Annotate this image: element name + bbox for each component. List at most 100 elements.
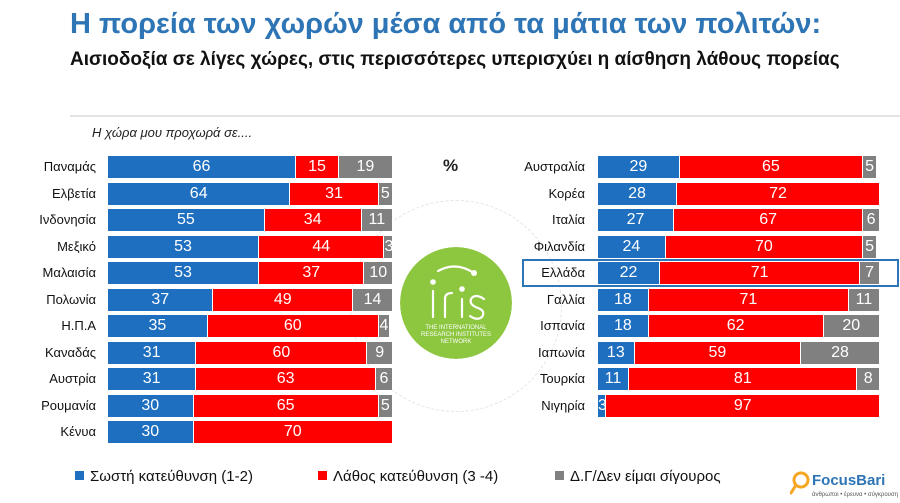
chart-row-left: Η.Π.Α 35 60 4 xyxy=(0,315,393,337)
chart-row-right: Ιταλία 27 67 6 xyxy=(510,209,880,231)
legend-swatch-dk xyxy=(555,471,564,480)
bar-segment-right: 31 xyxy=(108,368,197,390)
chart-row-left: Αυστρία 31 63 6 xyxy=(0,368,393,390)
country-label: Ιταλία xyxy=(552,212,585,227)
bar-segment-wrong: 70 xyxy=(193,421,393,443)
bar-segment-right: 35 xyxy=(108,315,208,337)
bar-segment-wrong: 37 xyxy=(259,262,365,284)
bar-segment-dk: 28 xyxy=(801,341,880,364)
country-label: Ισπανία xyxy=(540,318,585,333)
chart-row-left: Πολωνία 37 49 14 xyxy=(0,288,393,311)
stacked-bar: 11 81 8 xyxy=(598,368,880,390)
stacked-bar: 37 49 14 xyxy=(108,288,393,311)
stacked-bar: 27 67 6 xyxy=(598,209,880,231)
bar-segment-dk: 11 xyxy=(848,288,880,311)
chart-row-left: Ινδονησία 55 34 11 xyxy=(0,209,393,231)
bar-segment-right: 30 xyxy=(108,394,194,417)
bar-segment-wrong: 71 xyxy=(660,262,861,284)
stacked-bar: 53 37 10 xyxy=(108,262,393,284)
focusbari-logo: FocusBari άνθρωποι • έρευνα • σύγκρουση xyxy=(790,471,898,498)
bar-segment-dk: 10 xyxy=(364,262,393,284)
bar-segment-right: 13 xyxy=(598,341,635,364)
iris-logo: THE INTERNATIONAL RESEARCH INSTITUTES NE… xyxy=(400,247,512,359)
stacked-bar: 29 65 5 xyxy=(598,156,880,178)
country-label: Αυστραλία xyxy=(524,159,585,174)
legend-label-wrong: Λάθος κατεύθυνση (3 -4) xyxy=(333,468,499,485)
stacked-bar: 30 65 5 xyxy=(108,394,393,417)
legend-label-right: Σωστή κατεύθυνση (1-2) xyxy=(90,468,253,485)
chart-row-left: Μεξικό 53 44 3 xyxy=(0,235,393,258)
bar-segment-wrong: 62 xyxy=(648,315,824,337)
bar-segment-wrong: 60 xyxy=(207,315,379,337)
chart-row-left: Παναμάς 66 15 19 xyxy=(0,156,393,178)
bar-segment-wrong: 31 xyxy=(290,182,379,205)
legend-label-dk: Δ.Γ/Δεν είμαι σίγουρος xyxy=(570,468,721,485)
page-title: Η πορεία των χωρών μέσα από τα μάτια των… xyxy=(70,8,822,40)
chart-row-left: Καναδάς 31 60 9 xyxy=(0,341,393,364)
country-label: Κορέα xyxy=(548,185,585,201)
country-label: Ελβετία xyxy=(52,185,96,201)
country-label: Κένυα xyxy=(60,424,96,439)
chart-row-right: Τουρκία 11 81 8 xyxy=(510,368,880,390)
country-label: Η.Π.Α xyxy=(61,318,96,333)
stacked-bar: 31 60 9 xyxy=(108,341,393,364)
chart-row-left: Ρουμανία 30 65 5 xyxy=(0,394,393,417)
bar-segment-right: 28 xyxy=(598,182,677,205)
stacked-bar: 66 15 19 xyxy=(108,156,393,178)
bar-segment-right: 11 xyxy=(598,368,630,390)
bar-segment-wrong: 15 xyxy=(296,156,339,178)
country-label: Μαλαισία xyxy=(42,265,96,280)
bar-segment-right: 37 xyxy=(108,288,214,311)
country-label: Παναμάς xyxy=(43,159,96,174)
bar-segment-wrong: 65 xyxy=(193,394,379,417)
bar-segment-dk: 14 xyxy=(353,288,393,311)
bar-segment-right: 64 xyxy=(108,182,291,205)
country-label: Φιλανδία xyxy=(533,238,585,254)
bar-segment-dk: 3 xyxy=(384,235,393,258)
bar-segment-right: 53 xyxy=(108,235,260,258)
bar-segment-wrong: 71 xyxy=(648,288,849,311)
chart-row-left: Ελβετία 64 31 5 xyxy=(0,182,393,205)
legend-swatch-right xyxy=(75,471,84,480)
stacked-bar: 30 70 xyxy=(108,421,393,443)
country-label: Τουρκία xyxy=(539,371,585,386)
bar-segment-dk: 8 xyxy=(857,368,880,390)
bar-segment-dk: 19 xyxy=(338,156,393,178)
bar-segment-dk: 7 xyxy=(860,262,880,284)
country-label: Ιαπωνία xyxy=(538,344,585,360)
chart-row-right: Ιαπωνία 13 59 28 xyxy=(510,341,880,364)
stacked-bar: 35 60 4 xyxy=(108,315,393,337)
bar-segment-wrong: 81 xyxy=(629,368,858,390)
bar-segment-wrong: 34 xyxy=(264,209,362,231)
bar-segment-wrong: 97 xyxy=(606,394,880,417)
bar-segment-dk: 4 xyxy=(378,315,391,337)
bar-segment-wrong: 70 xyxy=(665,235,864,258)
chart-row-right: Αυστραλία 29 65 5 xyxy=(510,156,880,178)
bar-segment-right: 24 xyxy=(598,235,666,258)
chart-row-right: Γαλλία 18 71 11 xyxy=(510,288,880,311)
bar-segment-wrong: 44 xyxy=(259,235,385,258)
highlight-box xyxy=(522,259,899,287)
chart-row-right: Νιγηρία 3 97 xyxy=(510,394,880,417)
stacked-bar: 64 31 5 xyxy=(108,182,393,205)
bar-segment-dk: 5 xyxy=(378,182,393,205)
chart-row-left: Μαλαισία 53 37 10 xyxy=(0,262,393,284)
bar-segment-wrong: 49 xyxy=(213,288,354,311)
bar-segment-right: 22 xyxy=(598,262,661,284)
country-label: Ρουμανία xyxy=(41,397,96,413)
bar-segment-dk: 9 xyxy=(367,341,393,364)
legend-item-wrong: Λάθος κατεύθυνση (3 -4) xyxy=(318,467,498,487)
brand-tagline: άνθρωποι • έρευνα • σύγκρουση xyxy=(812,491,898,498)
country-label: Πολωνία xyxy=(46,291,96,307)
stacked-bar: 3 97 xyxy=(598,394,880,417)
stacked-bar: 28 72 xyxy=(598,182,880,205)
stacked-bar: 55 34 11 xyxy=(108,209,393,231)
stacked-bar: 53 44 3 xyxy=(108,235,393,258)
country-label: Γαλλία xyxy=(546,291,585,307)
country-label: Αυστρία xyxy=(49,371,96,386)
bar-segment-dk: 11 xyxy=(361,209,393,231)
bar-segment-wrong: 60 xyxy=(196,341,368,364)
svg-text:THE INTERNATIONAL: THE INTERNATIONAL xyxy=(425,325,487,331)
country-label: Μεξικό xyxy=(57,238,96,254)
country-label: Καναδάς xyxy=(44,344,96,360)
